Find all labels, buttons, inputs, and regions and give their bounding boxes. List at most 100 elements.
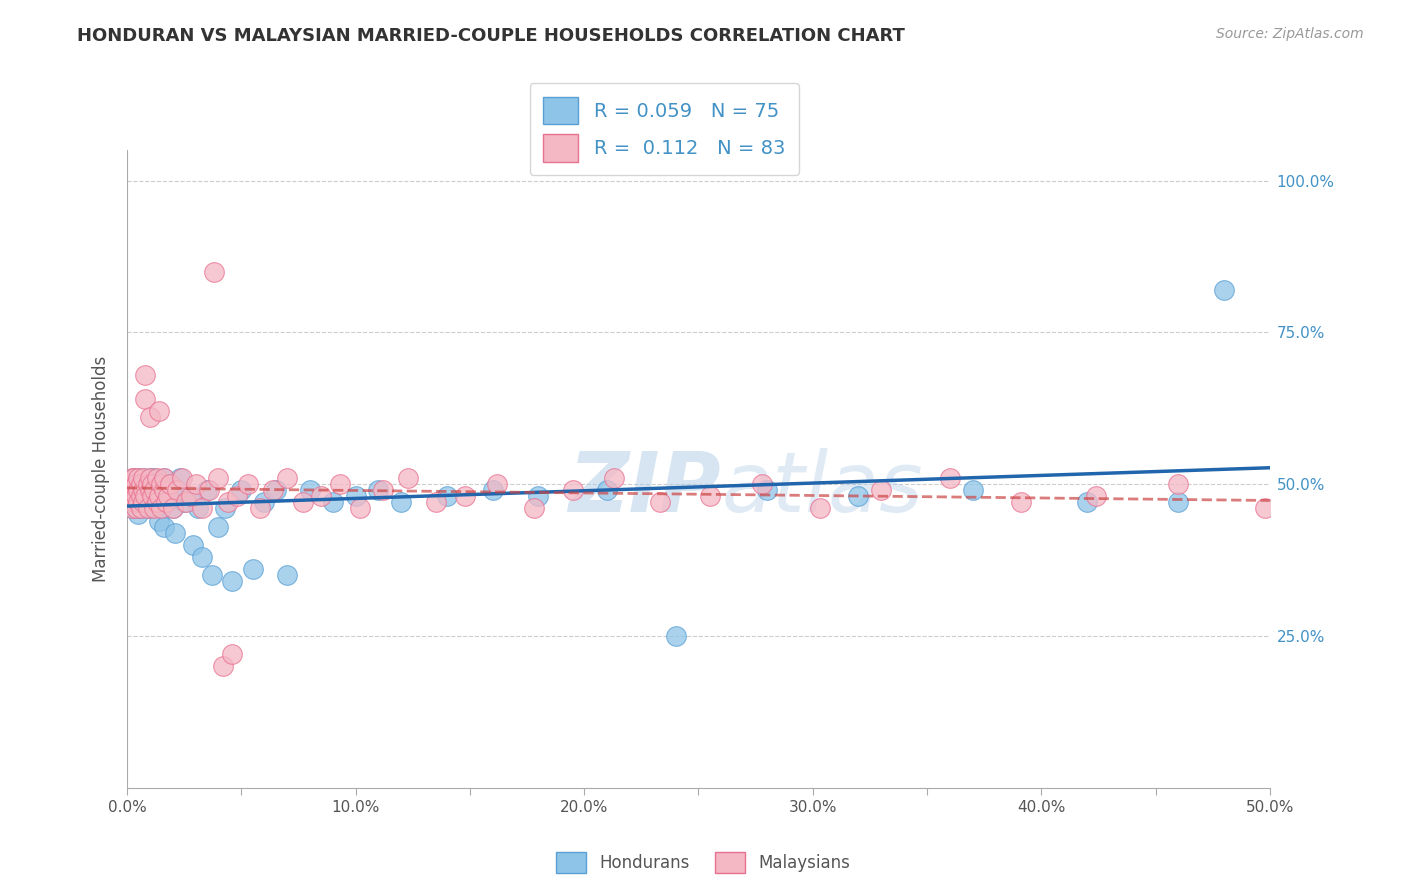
Point — [134, 489, 156, 503]
Point — [603, 471, 626, 485]
Text: Source: ZipAtlas.com: Source: ZipAtlas.com — [1216, 27, 1364, 41]
Point — [1254, 501, 1277, 516]
Point — [253, 495, 276, 509]
Point — [523, 501, 546, 516]
Point — [191, 549, 214, 564]
Point — [134, 477, 156, 491]
Point — [150, 477, 173, 491]
Point — [425, 495, 447, 509]
Point — [349, 501, 371, 516]
Point — [371, 483, 394, 498]
Point — [699, 489, 721, 503]
Point — [1085, 489, 1108, 503]
Point — [127, 483, 149, 498]
Point — [202, 264, 225, 278]
Point — [1167, 477, 1189, 491]
Point — [291, 495, 314, 509]
Point — [141, 477, 163, 491]
Point — [145, 495, 167, 509]
Point — [125, 477, 148, 491]
Point — [187, 501, 209, 516]
Point — [1167, 495, 1189, 509]
Point — [198, 483, 221, 498]
Point — [150, 483, 173, 498]
Point — [118, 477, 141, 491]
Point — [939, 471, 962, 485]
Point — [141, 489, 163, 503]
Point — [145, 495, 167, 509]
Point — [436, 489, 458, 503]
Point — [181, 538, 204, 552]
Point — [132, 471, 155, 485]
Point — [125, 477, 148, 491]
Point — [122, 483, 145, 498]
Point — [207, 471, 229, 485]
Point — [125, 489, 148, 503]
Point — [127, 508, 149, 522]
Point — [159, 477, 181, 491]
Point — [242, 562, 264, 576]
Point — [367, 483, 389, 498]
Point — [648, 495, 671, 509]
Point — [751, 477, 773, 491]
Point — [139, 489, 162, 503]
Point — [121, 483, 143, 498]
Point — [141, 477, 163, 491]
Point — [143, 483, 166, 498]
Point — [170, 471, 193, 485]
Point — [121, 471, 143, 485]
Point — [129, 489, 152, 503]
Point — [132, 471, 155, 485]
Legend: Hondurans, Malaysians: Hondurans, Malaysians — [550, 846, 856, 880]
Point — [155, 495, 177, 509]
Point — [396, 471, 419, 485]
Point — [184, 477, 207, 491]
Point — [162, 501, 184, 516]
Point — [527, 489, 550, 503]
Point — [150, 501, 173, 516]
Point — [848, 489, 870, 503]
Point — [129, 477, 152, 491]
Point — [122, 477, 145, 491]
Point — [134, 489, 156, 503]
Point — [148, 514, 170, 528]
Point — [145, 489, 167, 503]
Point — [141, 501, 163, 516]
Point — [136, 483, 159, 498]
Point — [129, 501, 152, 516]
Point — [177, 489, 200, 503]
Point — [212, 659, 235, 673]
Text: HONDURAN VS MALAYSIAN MARRIED-COUPLE HOUSEHOLDS CORRELATION CHART: HONDURAN VS MALAYSIAN MARRIED-COUPLE HOU… — [77, 27, 905, 45]
Point — [561, 483, 583, 498]
Y-axis label: Married-couple Households: Married-couple Households — [93, 356, 110, 582]
Point — [163, 525, 186, 540]
Point — [486, 477, 509, 491]
Point — [191, 501, 214, 516]
Point — [118, 489, 141, 503]
Point — [136, 477, 159, 491]
Point — [134, 495, 156, 509]
Point — [276, 568, 298, 582]
Point — [139, 495, 162, 509]
Point — [344, 489, 367, 503]
Point — [145, 471, 167, 485]
Point — [756, 483, 779, 498]
Point — [143, 483, 166, 498]
Point — [173, 495, 195, 509]
Point — [125, 501, 148, 516]
Text: ZIP: ZIP — [568, 448, 721, 529]
Point — [481, 483, 503, 498]
Point — [121, 477, 143, 491]
Point — [122, 495, 145, 509]
Point — [808, 501, 831, 516]
Point — [249, 501, 271, 516]
Point — [134, 368, 156, 382]
Point — [264, 483, 287, 498]
Point — [454, 489, 477, 503]
Point — [136, 501, 159, 516]
Point — [200, 568, 222, 582]
Point — [132, 495, 155, 509]
Point — [148, 404, 170, 418]
Point — [155, 495, 177, 509]
Point — [166, 483, 188, 498]
